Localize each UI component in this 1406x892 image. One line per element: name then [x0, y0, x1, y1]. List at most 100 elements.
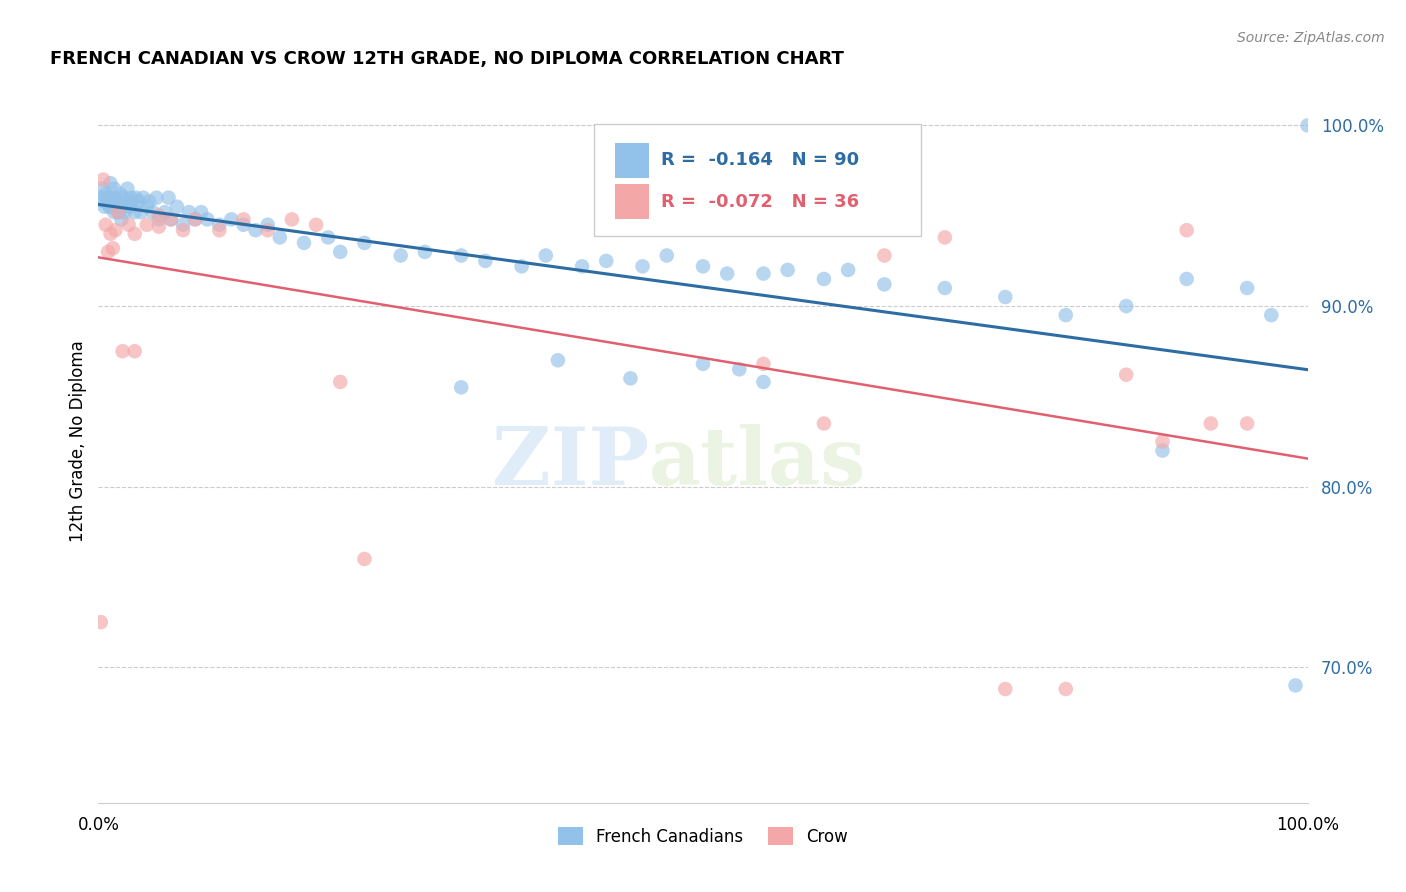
Point — [91, 172, 114, 186]
Point — [934, 281, 956, 295]
Point — [595, 253, 617, 268]
Point — [94, 218, 117, 232]
Point — [148, 212, 170, 227]
Point — [121, 194, 143, 209]
Point — [232, 212, 254, 227]
Point — [110, 212, 132, 227]
Point — [619, 371, 641, 385]
Point — [353, 235, 375, 250]
Point — [813, 417, 835, 431]
Point — [148, 219, 170, 234]
Point — [329, 244, 352, 259]
Point — [120, 191, 142, 205]
Point — [692, 357, 714, 371]
Point — [534, 248, 557, 262]
Point — [91, 194, 114, 209]
Point — [389, 248, 412, 262]
Point — [111, 344, 134, 359]
Point — [547, 353, 569, 368]
Text: R =  -0.164   N = 90: R = -0.164 N = 90 — [661, 152, 859, 169]
Point — [413, 244, 436, 259]
Point — [1199, 417, 1222, 431]
Point — [94, 187, 117, 202]
Point — [256, 218, 278, 232]
FancyBboxPatch shape — [595, 124, 921, 235]
Point — [96, 191, 118, 205]
Text: Source: ZipAtlas.com: Source: ZipAtlas.com — [1237, 31, 1385, 45]
Legend: French Canadians, Crow: French Canadians, Crow — [551, 821, 855, 852]
Point — [100, 194, 122, 209]
Point — [221, 212, 243, 227]
Point — [450, 248, 472, 262]
Point — [138, 194, 160, 209]
Point — [256, 223, 278, 237]
Point — [208, 223, 231, 237]
Y-axis label: 12th Grade, No Diploma: 12th Grade, No Diploma — [69, 341, 87, 542]
Point — [103, 181, 125, 195]
Point — [776, 263, 799, 277]
Text: atlas: atlas — [648, 425, 866, 502]
Point — [145, 191, 167, 205]
Point — [124, 205, 146, 219]
Point — [160, 212, 183, 227]
Point — [101, 241, 124, 255]
Point — [1115, 299, 1137, 313]
Point — [125, 191, 148, 205]
Point — [107, 194, 129, 209]
Point — [135, 218, 157, 232]
Text: FRENCH CANADIAN VS CROW 12TH GRADE, NO DIPLOMA CORRELATION CHART: FRENCH CANADIAN VS CROW 12TH GRADE, NO D… — [51, 50, 844, 68]
Point — [716, 267, 738, 281]
Point — [994, 290, 1017, 304]
Point — [91, 181, 114, 195]
Text: R =  -0.072   N = 36: R = -0.072 N = 36 — [661, 193, 859, 211]
Point — [112, 191, 135, 205]
Point — [752, 375, 775, 389]
Point — [1236, 281, 1258, 295]
Point — [655, 248, 678, 262]
Point — [118, 218, 141, 232]
Bar — [614, 143, 648, 178]
Point — [184, 212, 207, 227]
Point — [148, 209, 170, 223]
Point — [184, 212, 207, 227]
Point — [100, 227, 122, 241]
Bar — [614, 185, 648, 219]
Point — [232, 218, 254, 232]
Point — [752, 267, 775, 281]
Point — [1115, 368, 1137, 382]
Point — [104, 223, 127, 237]
Point — [631, 260, 654, 274]
Point — [208, 218, 231, 232]
Point — [172, 223, 194, 237]
Point — [108, 205, 131, 219]
Point — [90, 615, 112, 629]
Point — [1236, 417, 1258, 431]
Point — [269, 230, 291, 244]
Point — [118, 194, 141, 209]
Point — [1054, 308, 1077, 322]
Point — [305, 218, 328, 232]
Point — [100, 176, 122, 190]
Point — [245, 223, 267, 237]
Point — [172, 218, 194, 232]
Point — [329, 375, 352, 389]
Point — [157, 191, 180, 205]
Point — [108, 187, 131, 202]
Point — [994, 681, 1017, 696]
Text: ZIP: ZIP — [492, 425, 648, 502]
Point — [132, 191, 155, 205]
Point — [124, 344, 146, 359]
Point — [101, 191, 124, 205]
Point — [190, 205, 212, 219]
Point — [129, 205, 152, 219]
Point — [873, 248, 896, 262]
Point — [160, 212, 183, 227]
Point — [1260, 308, 1282, 322]
Point — [450, 380, 472, 394]
Point — [752, 357, 775, 371]
Point — [105, 200, 128, 214]
Point — [728, 362, 751, 376]
Point — [107, 205, 129, 219]
Point — [1152, 443, 1174, 458]
Point — [117, 181, 139, 195]
